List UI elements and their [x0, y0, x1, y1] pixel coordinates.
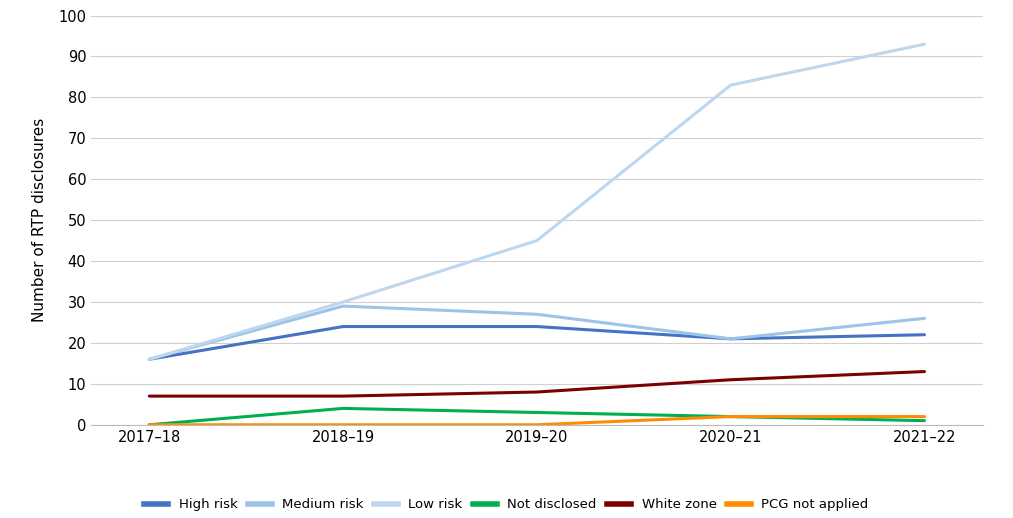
PCG not applied	[919, 413, 931, 420]
Medium risk	[724, 336, 736, 342]
Y-axis label: Number of RTP disclosures: Number of RTP disclosures	[32, 118, 48, 322]
Not disclosed	[724, 413, 736, 420]
Legend: High risk, Medium risk, Low risk, Not disclosed, White zone, PCG not applied: High risk, Medium risk, Low risk, Not di…	[144, 498, 869, 511]
High risk	[531, 323, 543, 329]
Not disclosed	[919, 418, 931, 424]
Line: Medium risk: Medium risk	[149, 306, 925, 359]
High risk	[143, 356, 155, 363]
Line: Not disclosed: Not disclosed	[149, 408, 925, 425]
Medium risk	[919, 315, 931, 322]
PCG not applied	[531, 422, 543, 428]
White zone	[531, 389, 543, 395]
White zone	[143, 393, 155, 399]
Line: High risk: High risk	[149, 326, 925, 359]
Not disclosed	[337, 405, 349, 411]
Line: White zone: White zone	[149, 371, 925, 396]
Line: Low risk: Low risk	[149, 44, 925, 359]
White zone	[919, 368, 931, 375]
Medium risk	[531, 311, 543, 318]
Medium risk	[337, 303, 349, 309]
Line: PCG not applied: PCG not applied	[149, 416, 925, 425]
Medium risk	[143, 356, 155, 363]
PCG not applied	[337, 422, 349, 428]
White zone	[724, 377, 736, 383]
High risk	[724, 336, 736, 342]
Not disclosed	[531, 409, 543, 415]
Low risk	[337, 299, 349, 305]
Not disclosed	[143, 422, 155, 428]
PCG not applied	[724, 413, 736, 420]
High risk	[337, 323, 349, 329]
Low risk	[724, 82, 736, 88]
Low risk	[143, 356, 155, 363]
White zone	[337, 393, 349, 399]
PCG not applied	[143, 422, 155, 428]
High risk	[919, 332, 931, 338]
Low risk	[531, 237, 543, 244]
Low risk	[919, 41, 931, 47]
